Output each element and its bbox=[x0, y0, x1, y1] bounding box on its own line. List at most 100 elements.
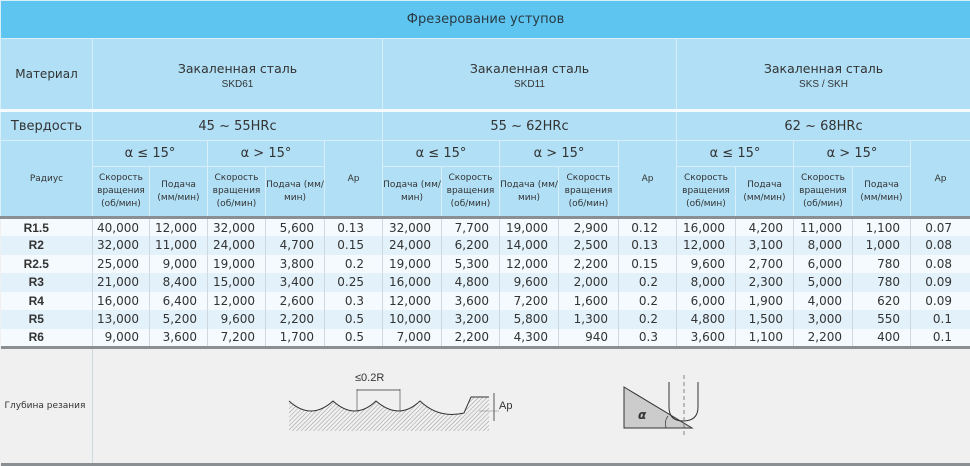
radius-cell: R2 bbox=[1, 236, 93, 255]
radius-label: Радиус bbox=[1, 141, 93, 218]
alpha-high-header: α > 15° bbox=[794, 141, 911, 167]
value-cell: 780 bbox=[853, 255, 911, 274]
ap-header: Ap bbox=[619, 141, 677, 218]
value-cell: 3,100 bbox=[736, 236, 794, 255]
value-cell: 12,000 bbox=[208, 292, 266, 311]
value-cell: 0.12 bbox=[619, 218, 677, 237]
value-cell: 1,100 bbox=[736, 329, 794, 348]
value-cell: 32,000 bbox=[93, 236, 150, 255]
radius-cell: R4 bbox=[1, 292, 93, 311]
value-cell: 9,600 bbox=[208, 310, 266, 329]
value-cell: 1,300 bbox=[559, 310, 619, 329]
value-cell: 6,000 bbox=[794, 255, 853, 274]
value-cell: 7,200 bbox=[208, 329, 266, 348]
hardness-value: 62 ~ 68HRc bbox=[677, 111, 970, 141]
value-cell: 0.3 bbox=[325, 292, 383, 311]
value-cell: 4,700 bbox=[266, 236, 325, 255]
value-cell: 1,700 bbox=[266, 329, 325, 348]
value-cell: 2,500 bbox=[559, 236, 619, 255]
value-cell: 4,300 bbox=[500, 329, 559, 348]
alpha-label: α bbox=[638, 408, 647, 422]
value-cell: 12,000 bbox=[150, 218, 208, 237]
value-cell: 3,000 bbox=[794, 310, 853, 329]
value-cell: 6,000 bbox=[677, 292, 736, 311]
material-label: Материал bbox=[1, 39, 93, 111]
value-cell: 2,200 bbox=[266, 310, 325, 329]
value-cell: 0.3 bbox=[619, 329, 677, 348]
column-header: Скорость вращения (об/мин) bbox=[794, 167, 853, 218]
angle-diagram: α bbox=[624, 375, 698, 437]
ap-header: Ap bbox=[911, 141, 970, 218]
value-cell: 16,000 bbox=[93, 292, 150, 311]
value-cell: 4,800 bbox=[442, 273, 500, 292]
value-cell: 0.2 bbox=[619, 310, 677, 329]
value-cell: 0.15 bbox=[619, 255, 677, 274]
value-cell: 13,000 bbox=[93, 310, 150, 329]
radius-cell: R2.5 bbox=[1, 255, 93, 274]
column-header: Подача (мм/мин) bbox=[500, 167, 559, 218]
value-cell: 24,000 bbox=[383, 236, 442, 255]
value-cell: 0.5 bbox=[325, 329, 383, 348]
value-cell: 5,600 bbox=[266, 218, 325, 237]
value-cell: 0.08 bbox=[911, 236, 970, 255]
value-cell: 10,000 bbox=[383, 310, 442, 329]
radius-cell: R1.5 bbox=[1, 218, 93, 237]
value-cell: 2,200 bbox=[442, 329, 500, 348]
value-cell: 16,000 bbox=[677, 218, 736, 237]
value-cell: 0.1 bbox=[911, 310, 970, 329]
value-cell: 25,000 bbox=[93, 255, 150, 274]
value-cell: 1,500 bbox=[736, 310, 794, 329]
value-cell: 1,000 bbox=[853, 236, 911, 255]
cutting-diagrams: ≤0.2R Ap α bbox=[93, 349, 970, 459]
value-cell: 0.2 bbox=[619, 273, 677, 292]
value-cell: 3,200 bbox=[442, 310, 500, 329]
value-cell: 8,000 bbox=[794, 236, 853, 255]
value-cell: 2,900 bbox=[559, 218, 619, 237]
alpha-low-header: α ≤ 15° bbox=[677, 141, 794, 167]
value-cell: 0.07 bbox=[911, 218, 970, 237]
value-cell: 3,400 bbox=[266, 273, 325, 292]
value-cell: 8,000 bbox=[677, 273, 736, 292]
column-header: Подача (мм/мин) bbox=[383, 167, 442, 218]
value-cell: 12,000 bbox=[500, 255, 559, 274]
value-cell: 0.1 bbox=[911, 329, 970, 348]
radius-cell: R5 bbox=[1, 310, 93, 329]
value-cell: 6,200 bbox=[442, 236, 500, 255]
value-cell: 3,600 bbox=[442, 292, 500, 311]
column-header: Скорость вращения (об/мин) bbox=[442, 167, 500, 218]
radius-cell: R3 bbox=[1, 273, 93, 292]
value-cell: 0.13 bbox=[325, 218, 383, 237]
column-header: Подача (мм/мин) bbox=[736, 167, 794, 218]
value-cell: 940 bbox=[559, 329, 619, 348]
value-cell: 620 bbox=[853, 292, 911, 311]
table-title: Фрезерование уступов bbox=[1, 1, 970, 39]
value-cell: 9,600 bbox=[500, 273, 559, 292]
column-header: Скорость вращения (об/мин) bbox=[559, 167, 619, 218]
material-name: Закаленная сталь bbox=[93, 59, 382, 79]
value-cell: 8,400 bbox=[150, 273, 208, 292]
alpha-high-header: α > 15° bbox=[208, 141, 325, 167]
value-cell: 0.09 bbox=[911, 273, 970, 292]
value-cell: 2,200 bbox=[559, 255, 619, 274]
value-cell: 2,600 bbox=[266, 292, 325, 311]
hardness-value: 45 ~ 55HRc bbox=[93, 111, 383, 141]
value-cell: 24,000 bbox=[208, 236, 266, 255]
value-cell: 21,000 bbox=[93, 273, 150, 292]
value-cell: 0.25 bbox=[325, 273, 383, 292]
column-header: Подача (мм/мин) bbox=[150, 167, 208, 218]
value-cell: 32,000 bbox=[383, 218, 442, 237]
value-cell: 550 bbox=[853, 310, 911, 329]
alpha-low-header: α ≤ 15° bbox=[93, 141, 208, 167]
value-cell: 2,000 bbox=[559, 273, 619, 292]
value-cell: 11,000 bbox=[150, 236, 208, 255]
value-cell: 0.13 bbox=[619, 236, 677, 255]
hardness-label: Твердость bbox=[1, 111, 93, 141]
value-cell: 5,800 bbox=[500, 310, 559, 329]
value-cell: 9,000 bbox=[93, 329, 150, 348]
material-code: SKS / SKH bbox=[677, 79, 970, 90]
value-cell: 3,600 bbox=[677, 329, 736, 348]
